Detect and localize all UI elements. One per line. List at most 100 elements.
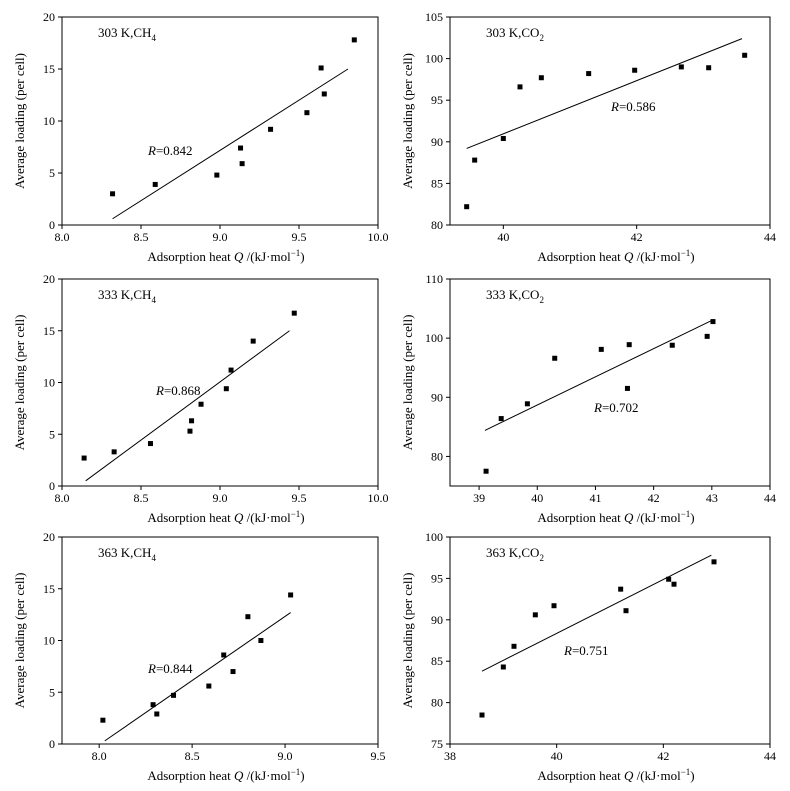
x-axis-title: Adsorption heat Q /(kJ·mol−1) — [537, 248, 694, 264]
y-tick-label: 20 — [43, 530, 55, 544]
y-tick-label: 15 — [43, 582, 55, 596]
x-tick-label: 40 — [497, 230, 509, 244]
data-point — [666, 576, 672, 582]
y-tick-label: 10 — [43, 634, 55, 648]
data-point — [150, 702, 156, 708]
y-axis-title: Average loading (per cell) — [400, 573, 415, 709]
y-tick-label: 90 — [431, 613, 443, 627]
fit-line — [484, 319, 713, 431]
data-point — [472, 157, 478, 163]
x-tick-label: 10.0 — [368, 230, 389, 244]
x-tick-label: 9.0 — [213, 491, 228, 505]
data-point — [532, 612, 538, 618]
y-tick-label: 10 — [43, 114, 55, 128]
y-tick-label: 5 — [49, 166, 55, 180]
data-point — [632, 67, 638, 73]
data-point — [618, 586, 624, 592]
y-tick-label: 110 — [425, 272, 443, 286]
data-point — [206, 683, 212, 689]
chart-panel-6: 38 40 42 44 75 80 85 90 95 100 363 K,CO2 R=0.751 Ads… — [400, 530, 776, 783]
x-tick-label: 8.5 — [134, 491, 149, 505]
y-tick-label: 15 — [43, 324, 55, 338]
data-point — [258, 638, 264, 643]
x-tick-label: 41 — [589, 491, 601, 505]
x-tick-label: 9.0 — [278, 749, 293, 763]
plot-frame — [61, 536, 379, 745]
data-point — [288, 592, 294, 598]
data-point — [711, 559, 717, 565]
x-tick-label: 10.0 — [368, 491, 389, 505]
data-point — [524, 401, 530, 407]
x-tick-label: 8.5 — [134, 230, 149, 244]
panel-label: 303 K,CO2 — [486, 25, 544, 43]
data-point — [187, 428, 193, 434]
data-point — [671, 581, 677, 587]
data-point — [511, 643, 517, 649]
y-tick-label: 10 — [43, 376, 55, 390]
y-axis-title: Average loading (per cell) — [400, 315, 415, 451]
x-axis-title: Adsorption heat Q /(kJ·mol−1) — [147, 509, 304, 525]
y-tick-label: 20 — [43, 10, 55, 24]
x-axis-title: Adsorption heat Q /(kJ·mol−1) — [147, 767, 304, 783]
data-point — [110, 191, 116, 197]
data-point — [154, 711, 160, 717]
x-tick-label: 42 — [657, 749, 669, 763]
data-point — [152, 181, 158, 187]
panel-label: 303 K,CH4 — [98, 25, 156, 43]
y-tick-label: 80 — [431, 696, 443, 710]
x-tick-label: 8.0 — [92, 749, 107, 763]
data-point — [291, 310, 297, 316]
panel-label: 363 K,CO2 — [486, 545, 544, 563]
data-point — [221, 652, 227, 658]
x-tick-label: 42 — [631, 230, 643, 244]
data-point — [214, 172, 220, 178]
correlation-annotation: R=0.751 — [563, 643, 609, 658]
data-point — [598, 346, 604, 352]
correlation-annotation: R=0.702 — [593, 400, 639, 415]
data-point — [706, 65, 712, 71]
y-tick-label: 15 — [43, 62, 55, 76]
data-point — [238, 145, 244, 151]
correlation-annotation: R=0.868 — [155, 383, 201, 398]
data-point — [498, 416, 504, 422]
fit-line — [466, 38, 743, 149]
plot-frame — [61, 16, 379, 226]
y-axis-title: Average loading (per cell) — [12, 315, 27, 451]
data-point — [318, 65, 324, 71]
chart-panel-2: 40 42 44 80 85 90 95 100 105 303 K,CO2 R=0.586 Adso… — [400, 10, 776, 264]
x-axis-title: Adsorption heat Q /(kJ·mol−1) — [537, 509, 694, 525]
data-point — [483, 468, 489, 474]
x-tick-label: 8.0 — [55, 230, 70, 244]
x-tick-label: 9.0 — [213, 230, 228, 244]
y-tick-label: 0 — [49, 737, 55, 751]
y-tick-label: 100 — [425, 52, 443, 66]
data-point — [100, 717, 106, 723]
data-point — [230, 669, 236, 675]
y-tick-label: 85 — [431, 654, 443, 668]
x-tick-label: 44 — [764, 491, 776, 505]
data-point — [669, 342, 675, 348]
data-point — [704, 333, 710, 339]
chart-panel-5: 8.0 8.5 9.0 9.5 0 5 10 15 20 363 K,CH4 R=0.844 Adso… — [12, 530, 386, 783]
data-point — [742, 52, 748, 58]
x-tick-label: 42 — [648, 491, 660, 505]
data-point — [538, 75, 544, 81]
data-point — [586, 71, 592, 77]
x-tick-label: 40 — [551, 749, 563, 763]
chart-panel-3: 8.0 8.5 9.0 9.5 10.0 0 5 10 15 20 333 K,CH4 R=0.868… — [12, 272, 389, 525]
x-tick-label: 40 — [531, 491, 543, 505]
data-point — [500, 135, 506, 141]
y-tick-label: 95 — [431, 571, 443, 585]
data-point — [464, 204, 470, 210]
data-point — [111, 449, 117, 455]
data-point — [351, 37, 357, 43]
y-tick-label: 105 — [425, 10, 443, 24]
data-point — [321, 91, 327, 97]
data-point — [678, 64, 684, 70]
x-axis-title: Adsorption heat Q /(kJ·mol−1) — [147, 248, 304, 264]
data-point — [710, 319, 716, 325]
y-tick-label: 0 — [49, 218, 55, 232]
y-tick-label: 80 — [431, 218, 443, 232]
x-tick-label: 43 — [706, 491, 718, 505]
